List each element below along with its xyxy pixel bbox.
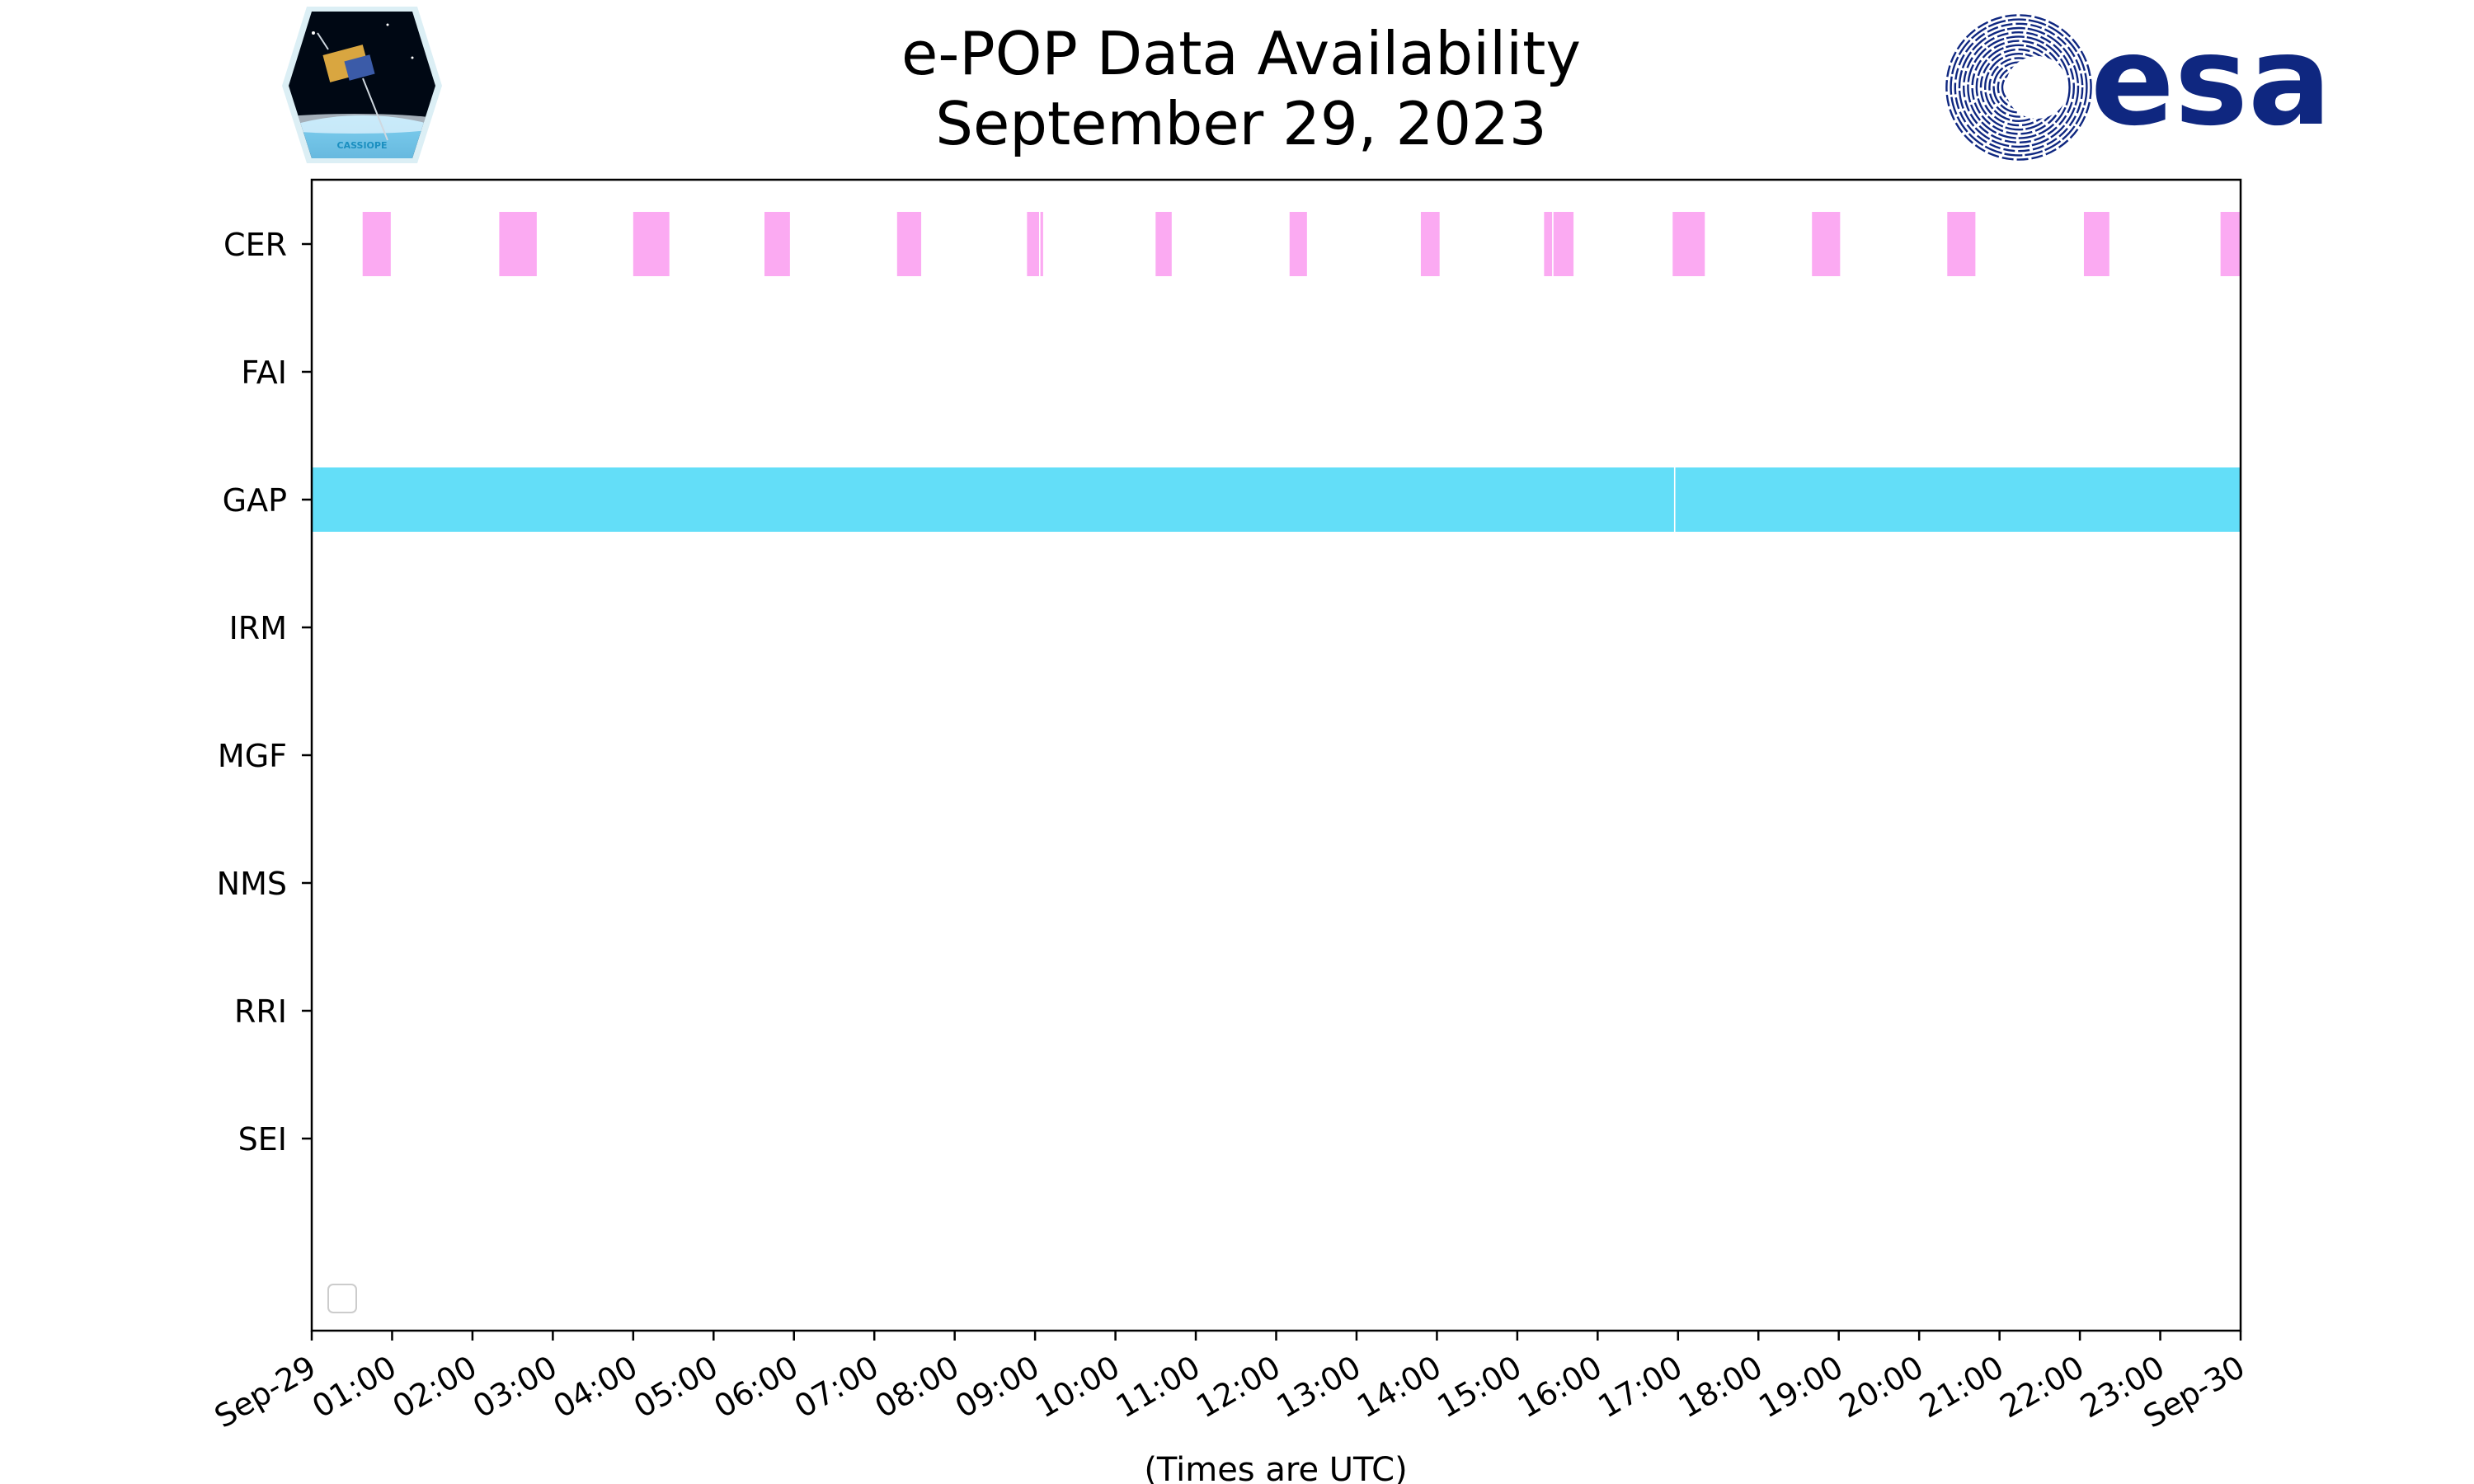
chart-title: e-POP Data Availability <box>901 19 1581 88</box>
x-tick-label-22: 22:00 <box>1994 1349 2091 1425</box>
x-tick-label-6: 06:00 <box>708 1349 804 1425</box>
bar-cer-13 <box>1812 212 1841 276</box>
esa-logo: esa <box>1945 10 2331 161</box>
y-axis: CER FAI GAP IRM MGF NMS RRI SEI <box>217 227 312 1158</box>
x-tick-label-2: 02:00 <box>387 1349 483 1425</box>
availability-bars <box>312 212 2241 532</box>
x-tick-label-18: 18:00 <box>1672 1349 1769 1425</box>
x-tick-label-9: 09:00 <box>949 1349 1046 1425</box>
x-tick-label-3: 03:00 <box>467 1349 563 1425</box>
esa-swirl-icon <box>1945 14 2092 161</box>
x-tick-label-10: 10:00 <box>1029 1349 1126 1425</box>
x-tick-label-19: 19:00 <box>1752 1349 1849 1425</box>
bar-cer-9 <box>1420 212 1440 276</box>
bar-cer-10 <box>1544 212 1553 276</box>
bar-cer-3 <box>764 212 790 276</box>
plot-area: CER FAI GAP IRM MGF NMS RRI SEI Sep-2901:0002:0… <box>209 178 2251 1435</box>
bar-gap-1 <box>1675 467 2241 532</box>
bar-cer-2 <box>633 212 670 276</box>
y-tick-label-nms: NMS <box>217 866 287 902</box>
bar-cer-11 <box>1553 212 1574 276</box>
cassiope-logo-text: CASSIOPE <box>337 140 388 151</box>
bar-cer-4 <box>896 212 922 276</box>
bar-gap-0 <box>312 467 1674 532</box>
chart-subtitle: September 29, 2023 <box>935 89 1546 158</box>
satellite-icon <box>317 32 388 141</box>
x-tick-label-5: 05:00 <box>628 1349 724 1425</box>
x-tick-label-4: 04:00 <box>547 1349 643 1425</box>
esa-logo-text: esa <box>2091 10 2331 153</box>
bar-cer-6 <box>1040 212 1043 276</box>
bar-cer-16 <box>2220 212 2241 276</box>
x-tick-label-13: 13:00 <box>1271 1349 1367 1425</box>
bar-cer-14 <box>1947 212 1976 276</box>
cassiope-logo-icon: CASSIOPE <box>282 7 442 163</box>
x-axis: Sep-2901:0002:0003:0004:0005:0006:0007:0… <box>209 1331 2251 1435</box>
bar-cer-5 <box>1027 212 1039 276</box>
y-tick-label-fai: FAI <box>241 355 287 391</box>
y-tick-label-irm: IRM <box>229 610 287 646</box>
plot-frame <box>310 178 2242 1332</box>
y-tick-label-gap: GAP <box>223 482 287 519</box>
y-tick-label-rri: RRI <box>234 993 287 1030</box>
x-tick-label-1: 01:00 <box>306 1349 402 1425</box>
x-tick-label-0: Sep-29 <box>209 1349 322 1435</box>
y-tick-label-sei: SEI <box>238 1121 287 1158</box>
x-tick-label-8: 08:00 <box>868 1349 965 1425</box>
bar-cer-12 <box>1672 212 1705 276</box>
x-axis-label: (Times are UTC) <box>1144 1451 1407 1484</box>
x-tick-label-20: 20:00 <box>1833 1349 1930 1425</box>
legend-box <box>327 1284 357 1313</box>
x-tick-label-14: 14:00 <box>1351 1349 1447 1425</box>
x-tick-label-17: 17:00 <box>1592 1349 1688 1425</box>
bar-cer-15 <box>2083 212 2109 276</box>
y-tick-label-mgf: MGF <box>218 738 287 774</box>
bar-cer-7 <box>1155 212 1172 276</box>
bar-cer-1 <box>499 212 537 276</box>
y-tick-label-cer: CER <box>223 227 287 263</box>
x-tick-label-16: 16:00 <box>1512 1349 1608 1425</box>
x-tick-label-12: 12:00 <box>1190 1349 1286 1425</box>
bar-cer-0 <box>362 212 391 276</box>
x-tick-label-11: 11:00 <box>1110 1349 1206 1425</box>
bar-cer-8 <box>1289 212 1307 276</box>
x-tick-label-21: 21:00 <box>1913 1349 2010 1425</box>
x-tick-label-7: 07:00 <box>788 1349 885 1425</box>
x-tick-label-15: 15:00 <box>1432 1349 1528 1425</box>
